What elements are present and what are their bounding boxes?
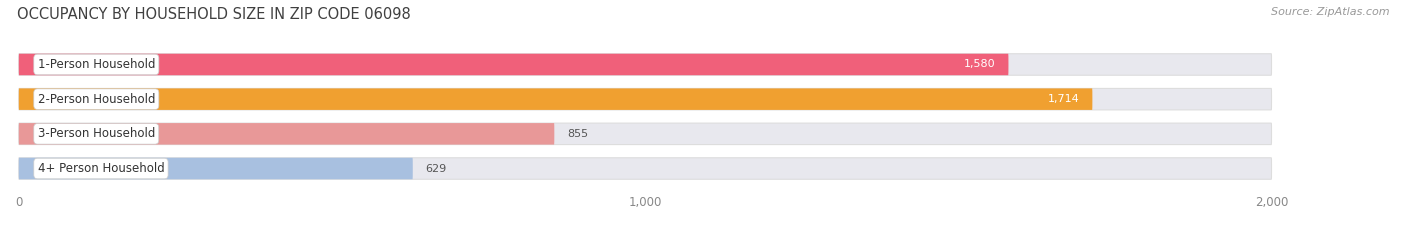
FancyBboxPatch shape [18, 54, 1271, 75]
Text: 629: 629 [425, 164, 447, 174]
Text: 1,580: 1,580 [965, 59, 995, 69]
FancyBboxPatch shape [18, 54, 1008, 75]
Text: 1-Person Household: 1-Person Household [38, 58, 155, 71]
Text: 855: 855 [567, 129, 588, 139]
FancyBboxPatch shape [18, 158, 1271, 179]
FancyBboxPatch shape [18, 158, 413, 179]
FancyBboxPatch shape [18, 123, 554, 145]
FancyBboxPatch shape [18, 123, 1271, 145]
Text: OCCUPANCY BY HOUSEHOLD SIZE IN ZIP CODE 06098: OCCUPANCY BY HOUSEHOLD SIZE IN ZIP CODE … [17, 7, 411, 22]
FancyBboxPatch shape [18, 88, 1271, 110]
Text: 4+ Person Household: 4+ Person Household [38, 162, 165, 175]
Text: Source: ZipAtlas.com: Source: ZipAtlas.com [1271, 7, 1389, 17]
Text: 1,714: 1,714 [1047, 94, 1080, 104]
FancyBboxPatch shape [18, 88, 1092, 110]
Text: 2-Person Household: 2-Person Household [38, 93, 155, 106]
Text: 3-Person Household: 3-Person Household [38, 127, 155, 140]
